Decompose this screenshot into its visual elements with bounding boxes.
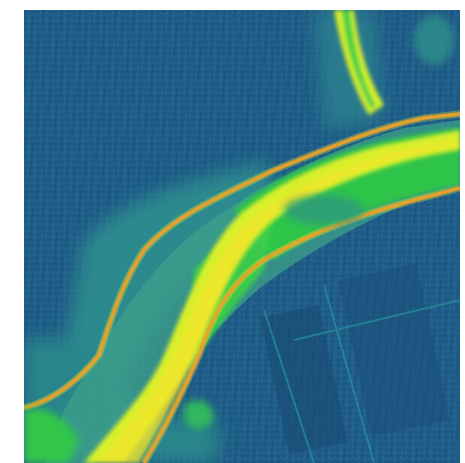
- teal-patch-top-right: [414, 15, 454, 65]
- levee-north: [24, 112, 460, 410]
- green-patch-lower-mid: [184, 400, 214, 430]
- green-patch-lower-left: [24, 408, 79, 463]
- heatmap-canvas: [24, 10, 460, 463]
- field-block-2: [338, 263, 450, 437]
- field-block-1: [260, 305, 348, 455]
- levee-south: [142, 186, 460, 463]
- raster-map: [24, 10, 460, 463]
